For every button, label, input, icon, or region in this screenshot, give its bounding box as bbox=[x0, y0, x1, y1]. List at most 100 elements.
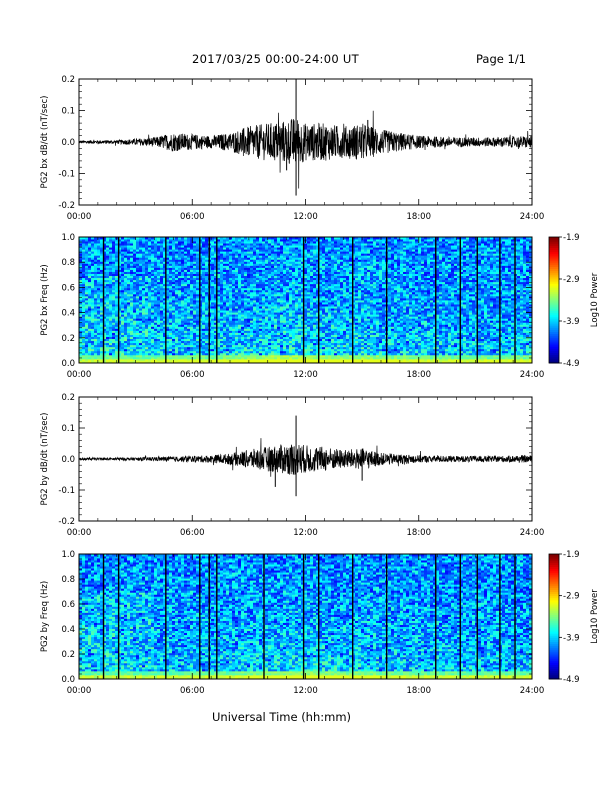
spectrogram-cell bbox=[103, 324, 107, 327]
spectrogram-cell bbox=[229, 275, 233, 279]
spectrogram-cell bbox=[142, 269, 146, 272]
spectrogram-cell bbox=[226, 241, 230, 244]
spectrogram-cell bbox=[190, 354, 194, 358]
spectrogram-cell bbox=[202, 306, 206, 309]
spectrogram-cell bbox=[235, 330, 239, 333]
spectrogram-cell bbox=[196, 269, 200, 272]
spectrogram-cell bbox=[121, 297, 125, 301]
spectrogram-cell bbox=[85, 289, 89, 293]
spectrogram-cell bbox=[220, 249, 224, 252]
spectrogram-cell bbox=[172, 239, 176, 242]
spectrogram-cell bbox=[205, 237, 209, 240]
spectrogram-cell bbox=[229, 330, 233, 333]
spectrogram-cell bbox=[178, 300, 182, 303]
spectrogram-cell bbox=[88, 247, 92, 250]
spectrogram-cell bbox=[121, 308, 125, 311]
spectrogram-cell bbox=[220, 259, 224, 262]
spectrogram-cell bbox=[181, 324, 185, 327]
spectrogram-cell bbox=[247, 338, 251, 342]
spectrogram-cell bbox=[91, 342, 95, 346]
spectrogram-cell bbox=[139, 259, 143, 262]
spectrogram-cell bbox=[121, 255, 125, 258]
spectrogram-cell bbox=[157, 360, 161, 364]
spectrogram-cell bbox=[142, 281, 146, 285]
spectrogram-cell bbox=[97, 257, 101, 260]
spectrogram-cell bbox=[238, 352, 242, 356]
spectrogram-cell bbox=[88, 358, 92, 362]
spectrogram-cell bbox=[124, 310, 128, 313]
spectrogram-cell bbox=[205, 249, 209, 252]
spectrogram-cell bbox=[193, 302, 197, 305]
spectrogram-cell bbox=[253, 243, 257, 246]
spectrogram-cell bbox=[136, 281, 140, 285]
spectrogram-cell bbox=[178, 340, 182, 344]
spectrogram-cell bbox=[172, 297, 176, 301]
spectrogram-cell bbox=[247, 318, 251, 321]
spectrogram-cell bbox=[211, 289, 215, 293]
spectrogram-cell bbox=[232, 312, 236, 315]
spectrogram-cell bbox=[166, 297, 170, 301]
spectrogram-cell bbox=[157, 281, 161, 285]
spectrogram-cell bbox=[106, 291, 110, 295]
spectrogram-cell bbox=[214, 253, 218, 256]
spectrogram-cell bbox=[253, 318, 257, 321]
spectrogram-cell bbox=[85, 322, 89, 325]
spectrogram-cell bbox=[235, 336, 239, 340]
spectrogram-cell bbox=[151, 281, 155, 285]
spectrogram-cell bbox=[139, 320, 143, 323]
spectrogram-cell bbox=[244, 344, 248, 348]
spectrogram-cell bbox=[175, 245, 179, 248]
spectrogram-cell bbox=[85, 326, 89, 329]
spectrogram-cell bbox=[178, 295, 182, 299]
spectrogram-cell bbox=[211, 344, 215, 348]
spectrogram-cell bbox=[184, 360, 188, 364]
spectrogram-cell bbox=[97, 334, 101, 337]
spectrogram-cell bbox=[124, 263, 128, 266]
spectrogram-cell bbox=[199, 255, 203, 258]
spectrogram-cell bbox=[163, 273, 167, 277]
spectrogram-cell bbox=[151, 320, 155, 323]
spectrogram-cell bbox=[220, 306, 224, 309]
spectrogram-cell bbox=[256, 356, 260, 360]
spectrogram-cell bbox=[109, 273, 113, 277]
spectrogram-cell bbox=[100, 275, 104, 279]
spectrogram-cell bbox=[130, 241, 134, 244]
spectrogram-cell bbox=[184, 239, 188, 242]
spectrogram-cell bbox=[247, 251, 251, 254]
spectrogram-cell bbox=[172, 291, 176, 295]
spectrogram-cell bbox=[166, 247, 170, 250]
spectrogram-cell bbox=[154, 263, 158, 266]
spectrogram-cell bbox=[112, 285, 116, 289]
spectrogram-cell bbox=[199, 271, 203, 274]
spectrogram-cell bbox=[142, 263, 146, 266]
spectrogram-cell bbox=[232, 253, 236, 256]
spectrogram-cell bbox=[241, 277, 245, 281]
spectrogram-cell bbox=[154, 261, 158, 264]
spectrogram-cell bbox=[91, 328, 95, 331]
spectrogram-cell bbox=[226, 265, 230, 268]
spectrogram-cell bbox=[127, 293, 131, 297]
spectrogram-cell bbox=[82, 261, 86, 264]
spectrogram-cell bbox=[226, 293, 230, 297]
spectrogram-cell bbox=[256, 326, 260, 329]
spectrogram-cell bbox=[154, 243, 158, 246]
spectrogram-cell bbox=[253, 334, 257, 337]
spectrogram-cell bbox=[166, 261, 170, 264]
spectrogram-cell bbox=[79, 249, 83, 252]
spectrogram-cell bbox=[244, 267, 248, 270]
spectrogram-cell bbox=[127, 308, 131, 311]
spectrogram-cell bbox=[130, 275, 134, 279]
spectrogram-cell bbox=[238, 346, 242, 350]
spectrogram-cell bbox=[133, 247, 137, 250]
spectrogram-cell bbox=[133, 346, 137, 350]
spectrogram-cell bbox=[166, 310, 170, 313]
spectrogram-cell bbox=[181, 247, 185, 250]
spectrogram-cell bbox=[91, 358, 95, 362]
spectrogram-cell bbox=[238, 269, 242, 272]
spectrogram-cell bbox=[178, 285, 182, 289]
spectrogram-cell bbox=[250, 342, 254, 346]
spectrogram-cell bbox=[196, 281, 200, 285]
spectrogram-cell bbox=[91, 285, 95, 289]
spectrogram-cell bbox=[229, 322, 233, 325]
spectrogram-cell bbox=[145, 332, 149, 335]
